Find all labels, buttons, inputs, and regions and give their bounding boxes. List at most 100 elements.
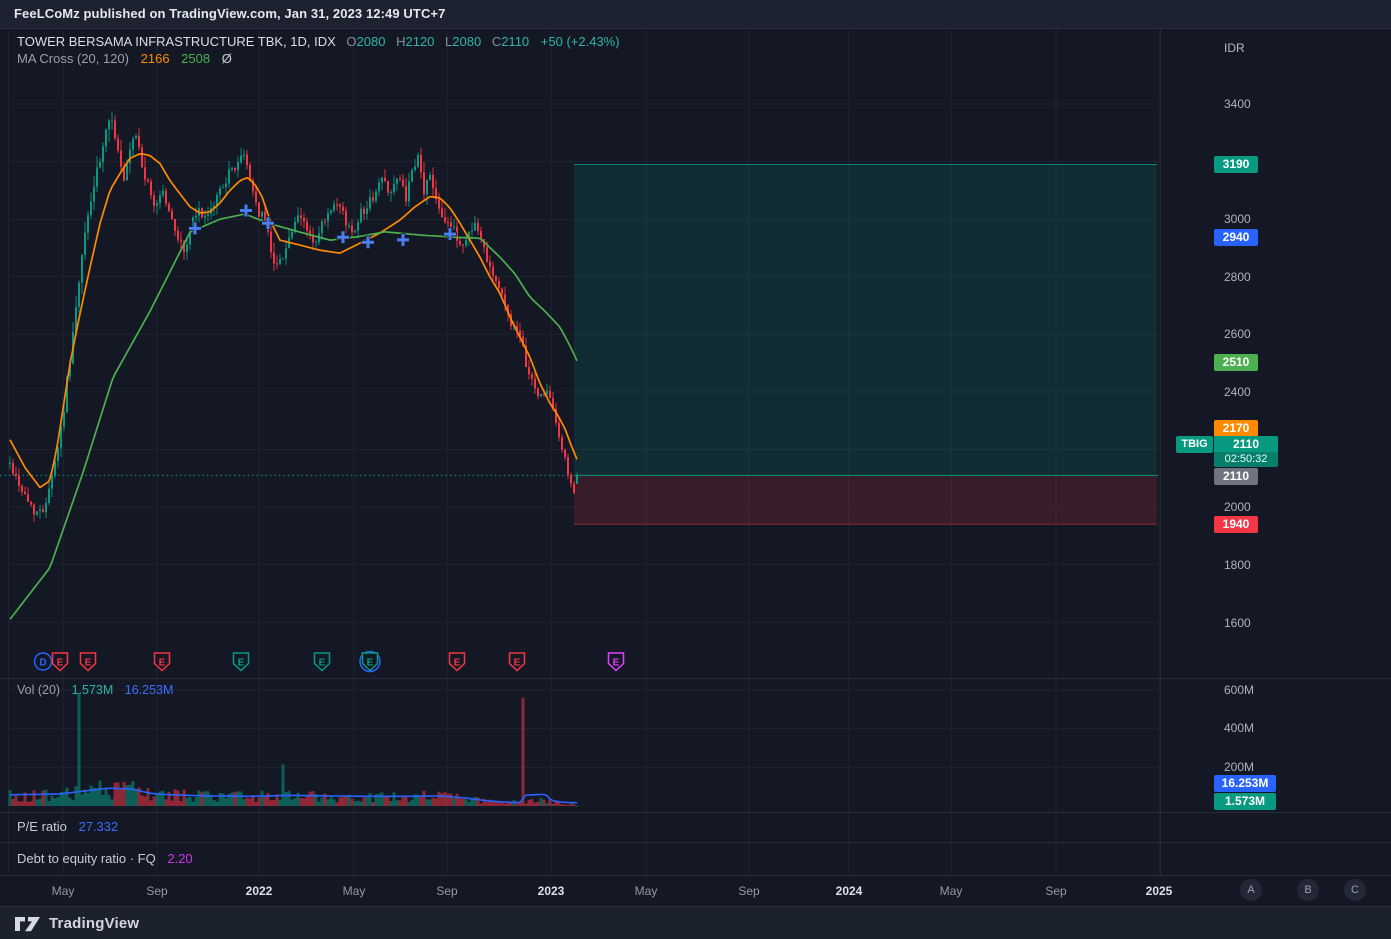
ohlc-low-label: L	[445, 34, 453, 49]
ohlc-open-value: 2080	[356, 34, 386, 49]
price-badge-1940: 1940	[1214, 515, 1258, 533]
price-axis-tick: 400M	[1224, 721, 1255, 735]
ma-slow-value: 2508	[181, 51, 211, 66]
svg-text:E: E	[85, 658, 92, 669]
time-axis[interactable]: May Sep 2022 May Sep 2023 May Sep 2024 May Sep 2025…	[0, 876, 1391, 906]
price-axis-tick: 2800	[1224, 270, 1251, 284]
svg-text:E: E	[514, 658, 521, 669]
price-axis-tick: 1600	[1224, 616, 1251, 630]
time-axis-label-sep: Sep	[436, 884, 458, 898]
time-axis-label-2022: 2022	[245, 884, 273, 898]
earnings-icon	[448, 652, 466, 672]
publisher-bar: FeeLCoMz published on TradingView.com, J…	[0, 0, 1391, 29]
earnings-icon	[232, 652, 250, 672]
debt-to-equity-value: 2.20	[167, 851, 193, 866]
svg-text:E: E	[57, 658, 64, 669]
ohlc-high-value: 2120	[405, 34, 435, 49]
earnings-icon	[313, 652, 331, 672]
svg-text:D: D	[39, 658, 46, 669]
indicator-suffix: Ø	[221, 51, 232, 66]
time-axis-label-sep: Sep	[1045, 884, 1067, 898]
ohlc-high-label: H	[396, 34, 406, 49]
current-price-value: 2110	[1214, 436, 1278, 452]
ohlc-low-value: 2080	[452, 34, 482, 49]
price-axis-tick: 200M	[1224, 760, 1255, 774]
price-badge-2170: 2170	[1214, 419, 1258, 437]
earnings-icon	[508, 652, 526, 672]
ohlc-open-label: O	[346, 34, 357, 49]
earnings-icon	[79, 652, 97, 672]
currency-label: IDR	[1224, 41, 1245, 55]
symbol-title[interactable]: TOWER BERSAMA INFRASTRUCTURE TBK, 1D, ID…	[17, 34, 336, 49]
volume-legend: Vol (20) 1.573M 16.253M	[17, 683, 173, 697]
time-axis-label-may: May	[634, 884, 658, 898]
symbol-tag-badge: TBIG	[1176, 436, 1213, 453]
volume-current-value: 1.573M	[71, 683, 114, 697]
price-badge-2510: 2510	[1214, 353, 1258, 371]
time-axis-label-sep: Sep	[738, 884, 760, 898]
time-axis-label-2024: 2024	[835, 884, 863, 898]
price-badge-2110: 2110	[1214, 467, 1258, 485]
time-axis-label-may: May	[51, 884, 75, 898]
time-axis-label-2023: 2023	[537, 884, 565, 898]
price-axis-border	[1160, 28, 1161, 875]
pane-separator-pe[interactable]	[0, 812, 1391, 813]
price-axis[interactable]: IDR TBIG 2110 02:50:32 3400 3000 2800 2600 2…	[1161, 28, 1391, 875]
pane-separator-volume[interactable]	[0, 678, 1391, 679]
dividend-icon	[33, 652, 53, 671]
price-axis-tick: 3400	[1224, 97, 1251, 111]
pe-ratio-panel[interactable]: P/E ratio 27.332	[17, 813, 118, 841]
publisher-line: FeeLCoMz published on TradingView.com, J…	[14, 6, 446, 21]
price-badge-3190: 3190	[1214, 155, 1258, 173]
price-axis-tick: 1800	[1224, 558, 1251, 572]
symbol-legend-row: TOWER BERSAMA INFRASTRUCTURE TBK, 1D, ID…	[17, 33, 620, 50]
time-axis-border	[0, 875, 1391, 876]
ma-fast-value: 2166	[140, 51, 170, 66]
session-countdown: 02:50:32	[1214, 452, 1278, 467]
svg-text:E: E	[367, 658, 374, 669]
earnings-icon	[361, 652, 379, 672]
ohlc-close-label: C	[491, 34, 502, 49]
svg-text:E: E	[159, 658, 166, 669]
grid-lines	[8, 28, 1160, 875]
corner-button-a[interactable]: A	[1240, 879, 1262, 901]
tradingview-logo-icon[interactable]	[14, 915, 41, 932]
volume-ma-line	[9, 787, 578, 804]
corner-button-b[interactable]: B	[1297, 879, 1319, 901]
pane-separator-de[interactable]	[0, 842, 1391, 843]
corner-button-c[interactable]: C	[1344, 879, 1366, 901]
volume-bars	[8, 692, 579, 807]
footer-bar: TradingView	[0, 906, 1391, 939]
candles-layer	[9, 111, 578, 522]
time-axis-label-may: May	[939, 884, 963, 898]
svg-text:E: E	[319, 658, 326, 669]
chart-legend: TOWER BERSAMA INFRASTRUCTURE TBK, 1D, ID…	[17, 33, 620, 67]
price-badge-1.573m: 1.573M	[1214, 792, 1276, 810]
indicator-name[interactable]: MA Cross (20, 120)	[17, 51, 129, 66]
volume-label[interactable]: Vol (20)	[17, 683, 61, 697]
current-price-badge: 2110 02:50:32	[1214, 436, 1278, 467]
price-badge-16.253m: 16.253M	[1214, 774, 1276, 792]
time-axis-label-may: May	[342, 884, 366, 898]
ma20-line	[9, 153, 578, 489]
indicator-legend-row: MA Cross (20, 120) 2166 2508 Ø	[17, 50, 620, 67]
pe-ratio-label: P/E ratio	[17, 819, 67, 834]
change-value: +50 (+2.43%)	[540, 34, 620, 49]
volume-ma-value: 16.253M	[124, 683, 174, 697]
time-axis-label-sep: Sep	[146, 884, 168, 898]
earnings-icon	[153, 652, 171, 672]
tradingview-brand[interactable]: TradingView	[49, 915, 140, 932]
price-badge-2940: 2940	[1214, 228, 1258, 246]
earnings-icon	[607, 652, 625, 672]
price-axis-tick: 2000	[1224, 500, 1251, 514]
ma-cross-markers	[188, 203, 457, 249]
debt-to-equity-label: Debt to equity ratio · FQ	[17, 851, 156, 866]
pe-ratio-value: 27.332	[78, 819, 119, 834]
long-position-tool[interactable]	[574, 164, 1157, 525]
debt-to-equity-panel[interactable]: Debt to equity ratio · FQ 2.20	[17, 843, 193, 874]
svg-text:E: E	[238, 658, 245, 669]
price-axis-tick: 3000	[1224, 212, 1251, 226]
price-axis-tick: 2600	[1224, 327, 1251, 341]
